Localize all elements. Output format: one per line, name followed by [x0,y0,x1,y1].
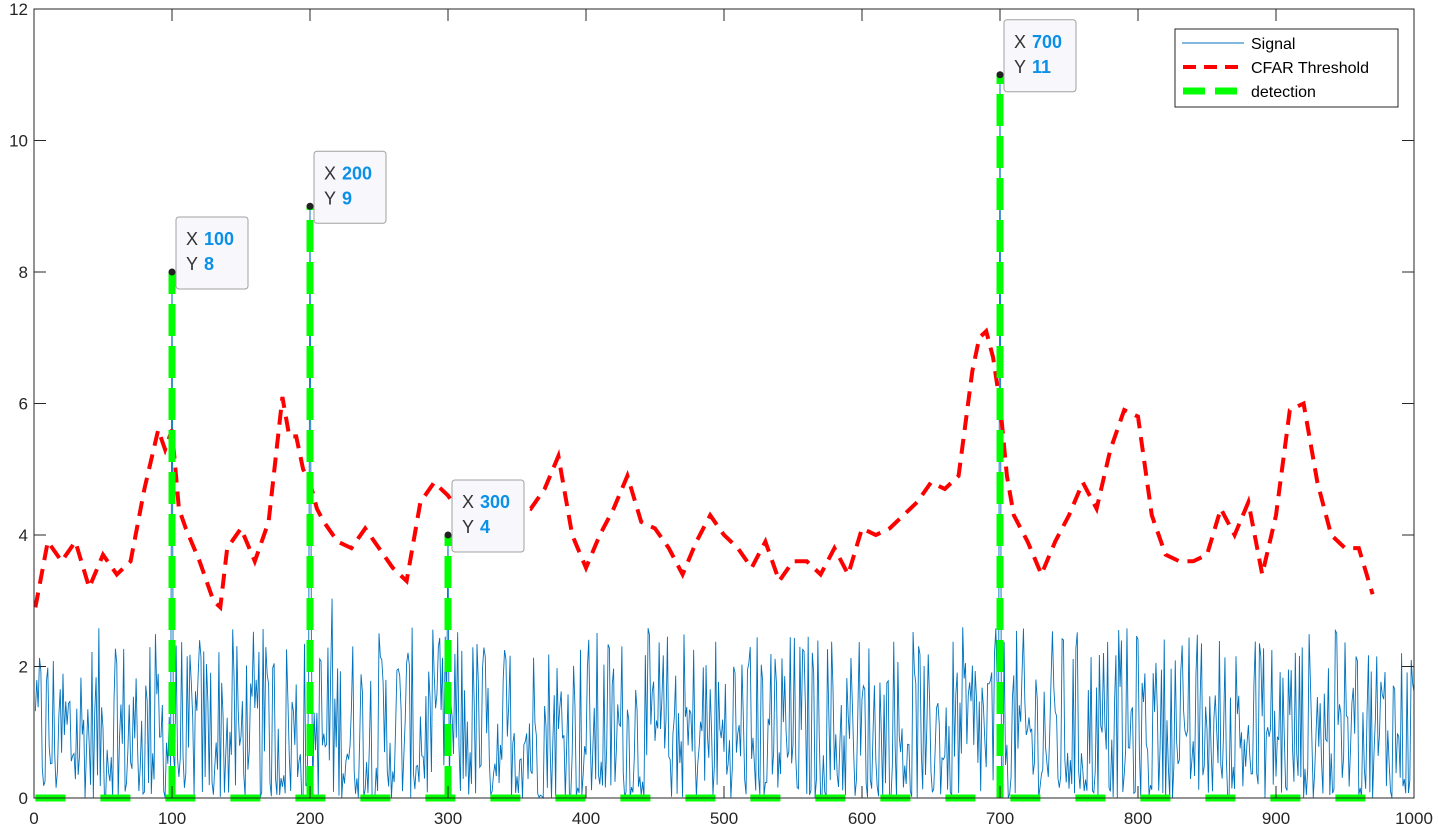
legend-signal-label: Signal [1251,36,1295,53]
axis-ticks: 0 100 200 300 400 500 600 700 800 900 1000 0 2 4 6 8 10 1… [9,0,1433,828]
datatip-x-key: X [1014,32,1026,52]
datatip-x-key: X [186,229,198,249]
plot-area [34,9,1414,798]
datatip-y-value: 8 [204,254,214,274]
y-tick-label: 4 [19,526,28,545]
datatip-x-value: 700 [1032,32,1062,52]
signal-line [34,74,1415,800]
datatip[interactable]: X 100 Y 8 [168,216,249,290]
y-tick-label: 12 [9,0,28,19]
legend[interactable]: Signal CFAR Threshold detection [1174,28,1399,108]
datatip-y-key: Y [324,188,336,208]
x-tick-label: 900 [1262,809,1290,828]
datatip-y-key: Y [1014,57,1026,77]
datatip-x-value: 100 [204,229,234,249]
datatip-y-value: 4 [480,517,490,537]
x-tick-label: 600 [848,809,876,828]
x-tick-label: 400 [572,809,600,828]
signal-series [34,74,1415,800]
datatip-x-key: X [324,163,336,183]
x-tick-label: 100 [158,809,186,828]
datatip-box [313,150,387,224]
datatip-x-value: 300 [480,492,510,512]
x-tick-label: 500 [710,809,738,828]
y-tick-label: 0 [19,789,28,808]
x-tick-label: 300 [434,809,462,828]
x-tick-label: 0 [29,809,38,828]
datatip-marker [444,531,452,539]
datatip-x-value: 200 [342,163,372,183]
x-tick-label: 800 [1124,809,1152,828]
legend-detection-label: detection [1251,84,1316,101]
y-tick-label: 2 [19,658,28,677]
datatip-marker [306,202,314,210]
datatip-box [175,216,249,290]
threshold-line [33,327,1375,612]
datatip-x-key: X [462,492,474,512]
datatip-marker [996,71,1004,79]
datatip-box [451,479,525,553]
datatip[interactable]: X 200 Y 9 [306,150,387,224]
datatip-marker [168,268,176,276]
x-tick-label: 1000 [1395,809,1433,828]
datatip-y-value: 11 [1032,57,1051,77]
datatip-box [1003,19,1077,93]
threshold-series [33,327,1375,612]
datatip[interactable]: X 700 Y 11 [996,19,1077,93]
datatip-y-key: Y [462,517,474,537]
y-tick-label: 8 [19,263,28,282]
x-tick-label: 700 [986,809,1014,828]
datatip-y-key: Y [186,254,198,274]
y-tick-label: 6 [19,395,28,414]
legend-threshold-label: CFAR Threshold [1251,60,1369,77]
x-tick-label: 200 [296,809,324,828]
y-tick-label: 10 [9,132,28,151]
datatip-y-value: 9 [342,188,352,208]
datatip[interactable]: X 300 Y 4 [444,479,525,553]
